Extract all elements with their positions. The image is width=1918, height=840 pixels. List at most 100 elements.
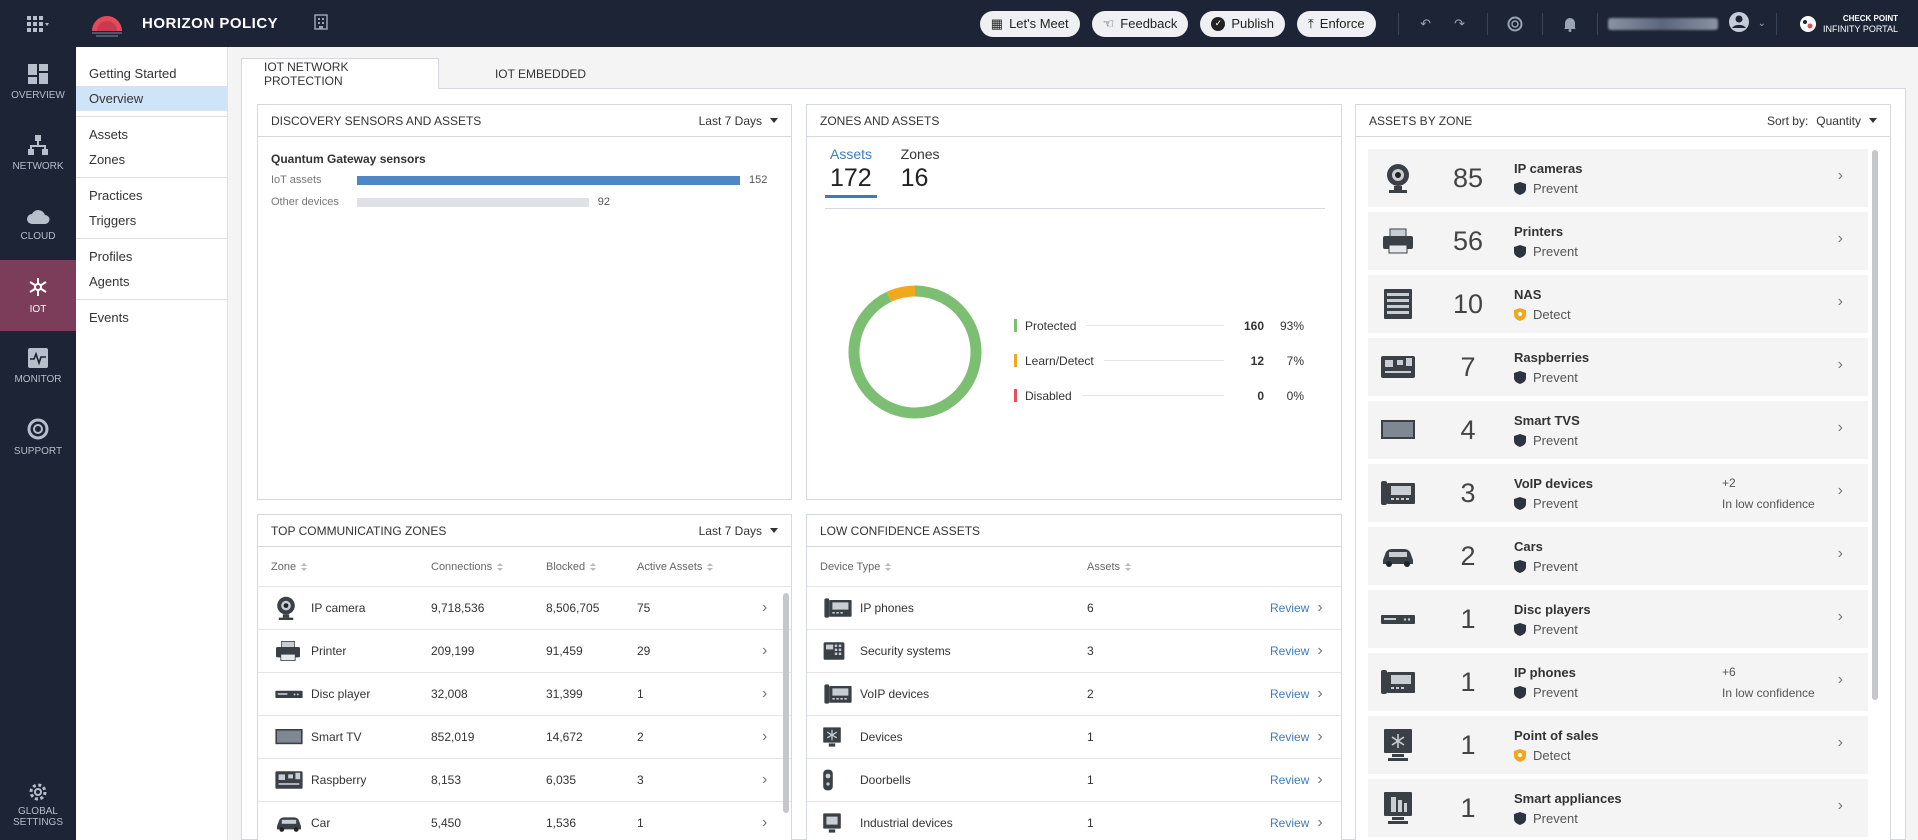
col-blocked[interactable]: Blocked [546, 561, 637, 573]
subnav-triggers[interactable]: Triggers [89, 213, 137, 228]
zone-active-assets: 1 [637, 687, 644, 701]
table-row[interactable]: Smart TV 852,019 14,672 2 › [258, 716, 791, 759]
tab-zones-count[interactable]: Zones 16 [900, 146, 940, 192]
device-type: Devices [860, 730, 903, 744]
col-assets[interactable]: Assets [1087, 561, 1207, 573]
chevron-right-icon[interactable]: › [1837, 230, 1843, 247]
table-row[interactable]: IP camera 9,718,536 8,506,705 75 › [258, 587, 791, 630]
tab-iot-embedded[interactable]: IOT EMBEDDED [494, 67, 587, 81]
chevron-right-icon[interactable]: › [762, 642, 768, 659]
chevron-right-icon[interactable]: › [1837, 734, 1843, 751]
zone-active-assets: 3 [637, 773, 644, 787]
industrial-device-icon [820, 810, 860, 836]
chevron-right-icon[interactable]: › [762, 599, 768, 616]
review-link[interactable]: Review [1270, 601, 1310, 615]
chevron-right-icon[interactable]: › [1837, 419, 1843, 436]
chevron-right-icon[interactable]: › [1837, 608, 1843, 625]
chevron-right-icon[interactable]: › [1837, 482, 1843, 499]
user-avatar-icon[interactable] [1728, 11, 1750, 36]
nav-overview[interactable]: OVERVIEW [0, 47, 76, 118]
app-grid-icon[interactable] [0, 0, 76, 47]
check-point-brand[interactable]: CHECK POINT INFINITY PORTAL [1799, 14, 1898, 34]
bell-icon[interactable] [1553, 16, 1587, 32]
chevron-right-icon[interactable]: › [1317, 642, 1323, 659]
nav-monitor[interactable]: MONITOR [0, 331, 76, 402]
legend-color-mark [1014, 354, 1017, 367]
chevron-right-icon[interactable]: › [1837, 167, 1843, 184]
chevron-right-icon[interactable]: › [1317, 771, 1323, 788]
col-zone[interactable]: Zone [271, 561, 431, 573]
subnav-practices[interactable]: Practices [89, 188, 143, 203]
zone-list-item[interactable]: 10 NAS Detect › [1368, 275, 1868, 333]
feedback-button[interactable]: ☜ Feedback [1091, 10, 1189, 37]
zone-list-item[interactable]: 3 VoIP devices Prevent +2 In low confidence › [1368, 464, 1868, 522]
chevron-right-icon[interactable]: › [1837, 797, 1843, 814]
time-range-dropdown[interactable]: Last 7 Days [699, 114, 778, 128]
scrollbar[interactable] [783, 593, 789, 813]
table-row[interactable]: Disc player 32,008 31,399 1 › [258, 673, 791, 716]
subnav-overview[interactable]: Overview [76, 86, 227, 111]
subnav-assets[interactable]: Assets [89, 127, 129, 142]
review-link[interactable]: Review [1270, 816, 1310, 830]
table-row[interactable]: Car 5,450 1,536 1 › [258, 802, 791, 840]
chevron-right-icon[interactable]: › [1317, 728, 1323, 745]
subnav-getting-started[interactable]: Getting Started [89, 66, 177, 81]
zone-name: Printer [311, 644, 347, 658]
nav-global-settings[interactable]: GLOBAL SETTINGS [0, 770, 76, 840]
zone-list-item[interactable]: 7 Raspberries Prevent › [1368, 338, 1868, 396]
scrollbar[interactable] [1872, 150, 1878, 700]
chevron-down-icon[interactable]: ⌄ [1757, 18, 1766, 29]
zone-list-item[interactable]: 2 Cars Prevent › [1368, 527, 1868, 585]
zone-list-item[interactable]: 4 Smart TVS Prevent › [1368, 401, 1868, 459]
chevron-right-icon[interactable]: › [1317, 599, 1323, 616]
nav-support[interactable]: SUPPORT [0, 402, 76, 473]
help-lifebuoy-icon[interactable] [1498, 16, 1532, 32]
chevron-right-icon[interactable]: › [762, 814, 768, 831]
zone-name: Cars [1514, 538, 1543, 554]
table-row[interactable]: Printer 209,199 91,459 29 › [258, 630, 791, 673]
zone-list-item[interactable]: 56 Printers Prevent › [1368, 212, 1868, 270]
sort-dropdown[interactable]: Sort by: Quantity [1767, 114, 1877, 128]
chevron-right-icon[interactable]: › [762, 771, 768, 788]
review-link[interactable]: Review [1270, 773, 1310, 787]
zone-list-item[interactable]: 1 Point of sales Detect › [1368, 716, 1868, 774]
undo-icon[interactable]: ↶ [1420, 15, 1432, 31]
chevron-right-icon[interactable]: › [1837, 671, 1843, 688]
chevron-right-icon[interactable]: › [1837, 545, 1843, 562]
enforce-button[interactable]: ⤒ Enforce [1297, 10, 1376, 37]
redo-icon[interactable]: ↷ [1454, 15, 1466, 31]
raspberry-icon [1368, 354, 1428, 380]
zone-list-item[interactable]: 1 Smart appliances Prevent › [1368, 779, 1868, 837]
col-connections[interactable]: Connections [431, 561, 546, 573]
col-device-type[interactable]: Device Type [820, 561, 1087, 573]
subnav-zones[interactable]: Zones [89, 152, 126, 167]
review-link[interactable]: Review [1270, 687, 1310, 701]
subnav-profiles[interactable]: Profiles [89, 249, 133, 264]
subnav-agents[interactable]: Agents [89, 274, 130, 289]
time-range-dropdown[interactable]: Last 7 Days [699, 524, 778, 538]
chevron-right-icon[interactable]: › [762, 685, 768, 702]
subnav-events[interactable]: Events [89, 310, 129, 325]
chevron-right-icon[interactable]: › [762, 728, 768, 745]
nav-network[interactable]: NETWORK [0, 118, 76, 189]
chevron-right-icon[interactable]: › [1837, 356, 1843, 373]
zone-list-item[interactable]: 1 IP phones Prevent +6 In low confidence › [1368, 653, 1868, 711]
review-link[interactable]: Review [1270, 644, 1310, 658]
nav-cloud[interactable]: CLOUD [0, 189, 76, 260]
table-row[interactable]: Raspberry 8,153 6,035 3 › [258, 759, 791, 802]
review-link[interactable]: Review [1270, 730, 1310, 744]
lets-meet-button[interactable]: ▦ Let's Meet [979, 10, 1080, 37]
user-name-redacted[interactable] [1607, 17, 1718, 30]
zone-list-item[interactable]: 85 IP cameras Prevent › [1368, 149, 1868, 207]
tab-iot-network-protection[interactable]: IOT NETWORK PROTECTION [241, 58, 439, 89]
dashboard-icon [28, 64, 48, 84]
zone-list-item[interactable]: 1 Disc players Prevent › [1368, 590, 1868, 648]
chevron-right-icon[interactable]: › [1317, 814, 1323, 831]
chevron-right-icon[interactable]: › [1317, 685, 1323, 702]
tab-assets-count[interactable]: Assets 172 [825, 146, 878, 198]
col-active-assets[interactable]: Active Assets [637, 561, 757, 573]
publish-button[interactable]: ✓ Publish [1200, 10, 1286, 37]
building-icon[interactable] [314, 14, 328, 33]
chevron-right-icon[interactable]: › [1837, 293, 1843, 310]
nav-iot[interactable]: IOT [0, 260, 76, 331]
